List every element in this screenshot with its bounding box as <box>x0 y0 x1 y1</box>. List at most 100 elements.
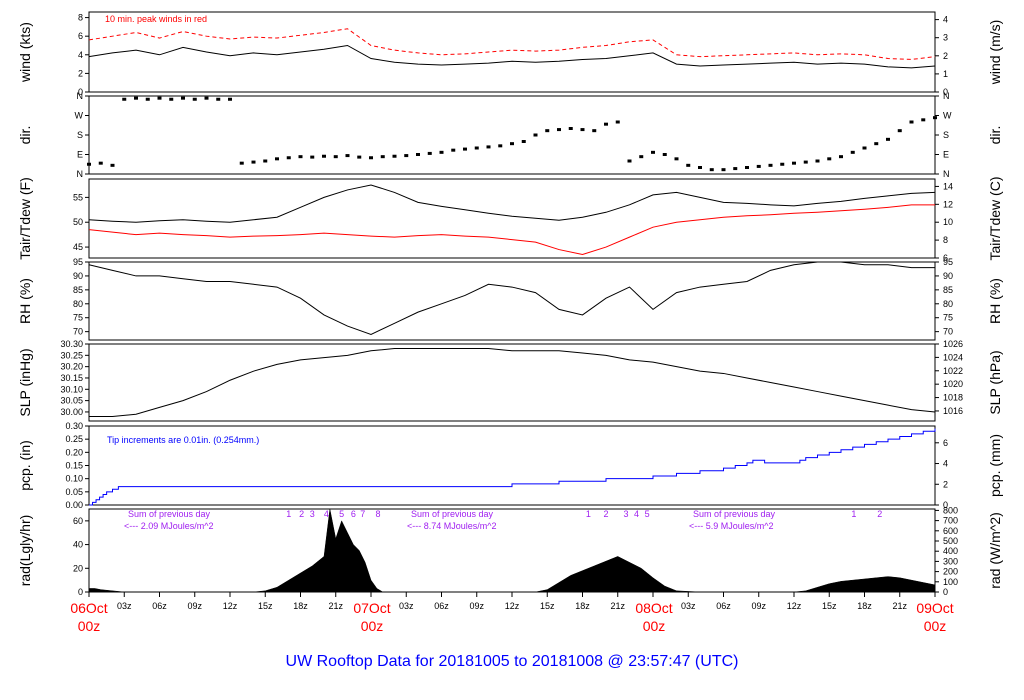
rad-sum-value: <--- 2.09 MJoules/m^2 <box>124 521 214 531</box>
x-tick-label: 12z <box>223 601 238 611</box>
y-right-tick-label: 8 <box>943 235 948 245</box>
data-point <box>862 146 867 150</box>
y-right-tick-label: 0 <box>943 500 948 510</box>
hour-mark: 5 <box>645 509 650 519</box>
y-right-tick-label: W <box>943 111 952 121</box>
data-point <box>733 167 738 171</box>
data-point <box>780 162 785 166</box>
data-point <box>897 129 902 133</box>
y-right-tick-label: 10 <box>943 217 953 227</box>
y-axis-label: Tair/Tdew (F) <box>17 177 33 259</box>
y-right-tick-label: 6 <box>943 253 948 263</box>
y-right-tick-label: 4 <box>943 15 948 25</box>
data-point <box>533 133 538 137</box>
data-point <box>369 156 373 160</box>
y-right-tick-label: 1022 <box>943 366 963 376</box>
data-point <box>498 144 503 148</box>
data-point <box>275 157 279 161</box>
chart-title: UW Rooftop Data for 20181005 to 20181008… <box>286 653 739 670</box>
y-tick-label: 30.15 <box>60 373 83 383</box>
hour-mark: 2 <box>603 509 608 519</box>
data-point <box>792 161 796 165</box>
day-label-date: 09Oct <box>916 600 953 616</box>
data-point <box>110 163 115 167</box>
y-right-tick-label: 1020 <box>943 379 963 389</box>
hour-mark: 2 <box>299 509 304 519</box>
series-peak-line <box>88 28 936 60</box>
x-tick-label: 21z <box>328 601 343 611</box>
panel-frame <box>88 343 936 422</box>
data-point <box>510 142 514 146</box>
series-SLP-line <box>89 348 936 417</box>
hour-mark: 4 <box>324 509 329 519</box>
panel-frame <box>88 95 936 175</box>
x-tick-label: 09z <box>187 601 202 611</box>
y-right-tick-label: 700 <box>943 516 958 526</box>
y-right-tick-label: 75 <box>943 313 953 323</box>
data-point <box>745 166 749 169</box>
hour-mark: 4 <box>634 509 639 519</box>
x-tick-label: 03z <box>399 601 414 611</box>
day-label-time: 00z <box>361 618 384 634</box>
hour-mark: 6 <box>351 509 356 519</box>
data-point <box>404 154 409 158</box>
data-point <box>169 97 174 101</box>
data-point <box>345 154 350 158</box>
y-axis-label: SLP (inHg) <box>17 348 33 416</box>
y-right-tick-label: 1016 <box>943 406 963 416</box>
y-tick-label: 0.05 <box>65 487 83 497</box>
y-axis-label-right: rad (W/m^2) <box>987 512 1003 589</box>
data-point <box>827 157 832 161</box>
rad-sum-value: <--- 5.9 MJoules/m^2 <box>689 521 774 531</box>
y-right-tick-label: 400 <box>943 546 958 556</box>
x-tick-label: 21z <box>892 601 907 611</box>
day-label-time: 00z <box>78 618 101 634</box>
panel-pcp: 0.00 0.05 0.10 0.15 0.20 0.25 0.30 0 2 4 6 pcp. (in… <box>17 421 1003 510</box>
y-right-tick-label: 0 <box>943 587 948 597</box>
x-tick-label: 18z <box>575 601 590 611</box>
x-tick-label: 15z <box>822 601 837 611</box>
x-tick-label: 18z <box>293 601 308 611</box>
data-point <box>756 164 761 168</box>
y-tick-label: 0.25 <box>65 434 83 444</box>
data-point <box>322 154 326 158</box>
hour-mark: 8 <box>376 509 381 519</box>
data-point <box>662 153 667 156</box>
y-tick-label: 45 <box>73 242 83 252</box>
y-tick-label: 70 <box>73 327 83 337</box>
data-point <box>463 147 467 151</box>
y-tick-label: N <box>77 91 84 101</box>
y-right-tick-label: 100 <box>943 577 958 587</box>
data-point <box>815 159 820 163</box>
data-point <box>839 155 843 159</box>
data-point <box>251 160 256 164</box>
y-tick-label: W <box>75 111 84 121</box>
data-point <box>674 157 679 161</box>
y-right-tick-label: 14 <box>943 181 953 191</box>
y-right-tick-label: 300 <box>943 556 958 566</box>
x-tick-label: 15z <box>258 601 273 611</box>
y-tick-label: 0 <box>78 87 83 97</box>
data-point <box>933 116 937 120</box>
y-right-tick-label: 95 <box>943 257 953 267</box>
series-Tair-line <box>88 184 936 223</box>
panel-frame <box>88 261 936 341</box>
rad-sum-label: Sum of previous day <box>411 509 494 519</box>
y-tick-label: 0.10 <box>65 474 83 484</box>
panel-note: 10 min. peak winds in red <box>105 14 207 24</box>
x-tick-label: 18z <box>857 601 872 611</box>
data-point <box>639 155 644 159</box>
series-Tdew-line <box>88 204 935 256</box>
y-tick-label: 0.20 <box>65 447 83 457</box>
data-point <box>451 148 456 152</box>
series-wind-line <box>88 44 936 69</box>
y-tick-label: 30.20 <box>60 362 83 372</box>
y-right-tick-label: 6 <box>943 438 948 448</box>
y-tick-label: 40 <box>73 540 83 550</box>
series-RH-line <box>88 261 935 335</box>
y-tick-label: 60 <box>73 516 83 526</box>
x-tick-label: 06z <box>434 601 449 611</box>
panel-wind: 0 2 4 6 8 0 1 2 3 4 wind (kts) wind (m/s) 10 min. pe… <box>17 11 1003 97</box>
